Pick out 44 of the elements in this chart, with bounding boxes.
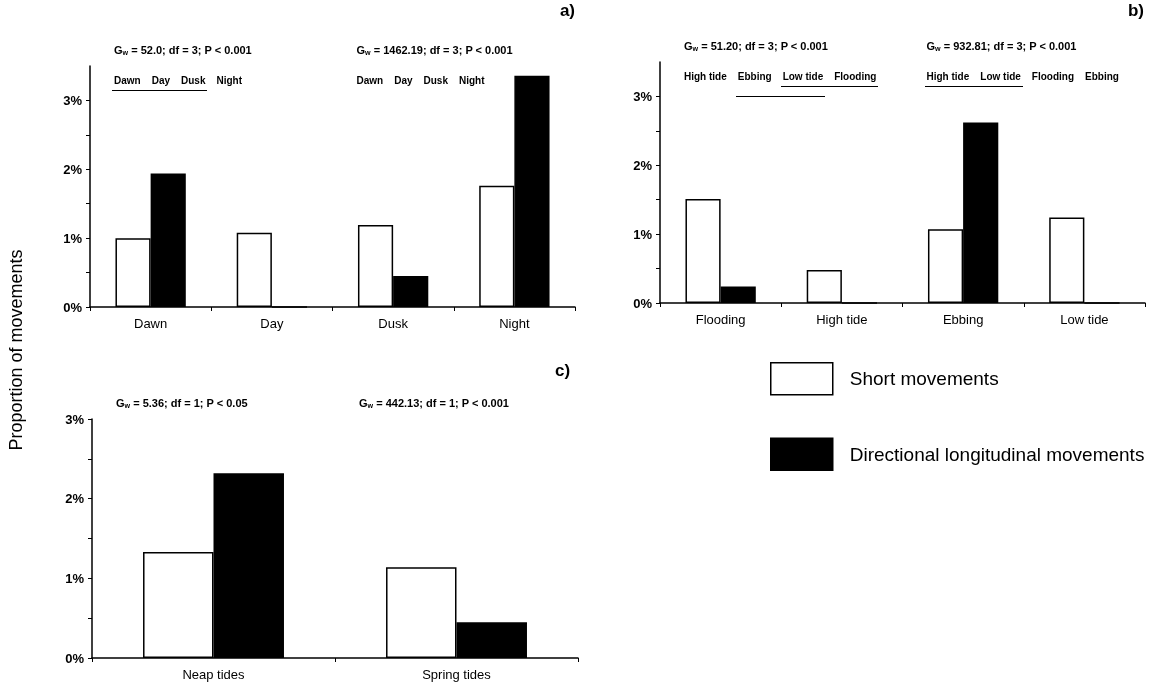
annotation: Ebbing: [737, 70, 772, 82]
y-tick-label: 0%: [65, 650, 85, 666]
annotation: Dawn: [114, 74, 141, 86]
annotation: Low tide: [782, 70, 824, 82]
legend-label: Directional longitudinal movements: [849, 443, 1145, 465]
y-tick-label: 1%: [63, 230, 83, 246]
x-tick-label: Day: [260, 316, 284, 331]
annotation: Night: [216, 74, 243, 86]
x-tick-label: Ebbing: [942, 312, 984, 327]
y-tick-label: 3%: [63, 92, 83, 108]
annotation: Night: [458, 74, 486, 86]
x-tick-label: Neap tides: [182, 667, 246, 682]
y-tick-label: 2%: [633, 157, 653, 173]
annotation: Flooding: [1031, 70, 1075, 82]
y-tick-label: 0%: [63, 299, 83, 315]
y-tick-label: 0%: [633, 295, 653, 311]
annotation: Day: [394, 74, 413, 86]
x-tick-label: Dusk: [378, 316, 409, 331]
annotation: Low tide: [980, 70, 1022, 82]
annotation: Dusk: [181, 74, 206, 86]
x-tick-label: Low tide: [1060, 312, 1109, 327]
x-tick-label: High tide: [816, 312, 868, 327]
annotation: Flooding: [834, 70, 877, 82]
y-tick-label: 2%: [63, 161, 83, 177]
x-tick-label: Night: [499, 316, 530, 331]
annotation: High tide: [684, 70, 728, 82]
x-tick-label: Dawn: [134, 316, 168, 331]
chart-title: a): [559, 1, 576, 20]
legend-label: Short movements: [849, 368, 999, 390]
annotation: Day: [151, 74, 171, 86]
y-axis-title: Proportion of movements: [6, 249, 26, 451]
y-tick-label: 1%: [633, 226, 653, 242]
y-tick-label: 1%: [65, 570, 85, 586]
chart-title: c): [555, 361, 571, 380]
y-tick-label: 2%: [65, 491, 85, 507]
annotation: Ebbing: [1085, 70, 1119, 82]
x-tick-label: Spring tides: [422, 667, 492, 682]
y-tick-label: 3%: [633, 88, 653, 104]
x-tick-label: Flooding: [695, 312, 746, 327]
annotation: Dusk: [423, 74, 449, 86]
annotation: High tide: [926, 70, 970, 82]
annotation: Dawn: [356, 74, 384, 86]
chart-title: b): [1127, 1, 1144, 20]
y-tick-label: 3%: [65, 411, 85, 427]
